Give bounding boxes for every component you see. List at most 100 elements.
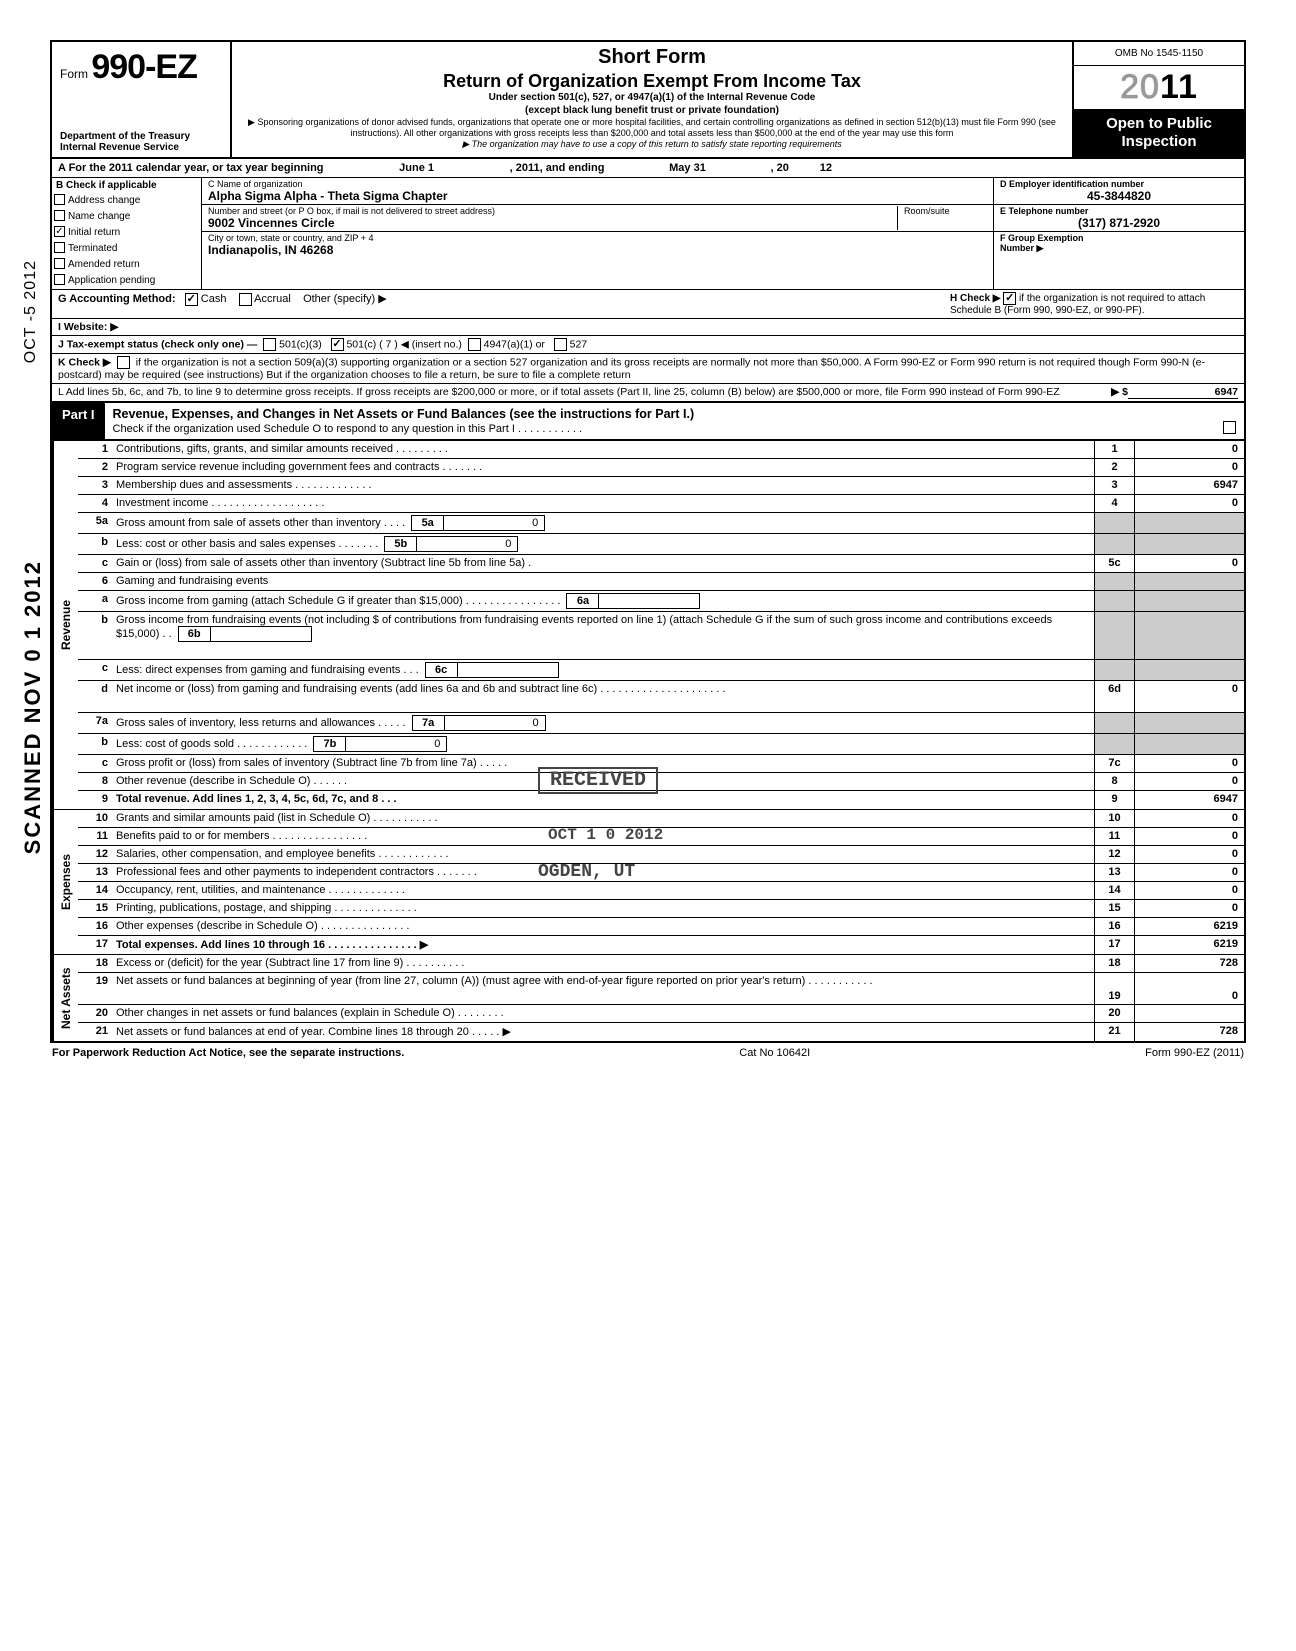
side-date-stamp: OCT -5 2012 <box>22 260 40 363</box>
col-b: B Check if applicable Address change Nam… <box>52 178 202 289</box>
expenses-section: Expenses 10Grants and similar amounts pa… <box>52 810 1244 955</box>
chk-terminated[interactable]: Terminated <box>52 241 201 257</box>
row-a-begin: June 1 <box>327 162 507 174</box>
block-bcdef: B Check if applicable Address change Nam… <box>50 178 1246 289</box>
year-prefix: 20 <box>1120 68 1160 106</box>
e-label: E Telephone number <box>1000 206 1238 216</box>
c-name-label: C Name of organization <box>208 179 987 189</box>
chk-initial-return[interactable]: ✓Initial return <box>52 225 201 241</box>
form-header-right: OMB No 1545-1150 2011 Open to Public Ins… <box>1074 42 1244 157</box>
chk-accrual[interactable] <box>239 293 252 306</box>
line-16: 16Other expenses (describe in Schedule O… <box>78 918 1244 936</box>
part1-label: Part I <box>52 403 105 439</box>
chk-h[interactable]: ✓ <box>1003 292 1016 305</box>
g-accrual: Accrual <box>254 293 291 305</box>
line-15: 15Printing, publications, postage, and s… <box>78 900 1244 918</box>
g-cash: Cash <box>201 293 227 305</box>
form-number: Form 990-EZ <box>60 48 222 87</box>
ogden-stamp: OGDEN, UT <box>538 862 635 882</box>
j-a: 4947(a)(1) or <box>484 338 545 350</box>
form-sponsor: ▶ Sponsoring organizations of donor advi… <box>240 117 1064 139</box>
part1-header: Part I Revenue, Expenses, and Changes in… <box>50 403 1246 441</box>
expenses-label: Expenses <box>52 810 78 954</box>
form-header-left: Form 990-EZ Department of the Treasury I… <box>52 42 232 157</box>
e-cell: E Telephone number (317) 871-2920 <box>994 205 1244 232</box>
row-a: A For the 2011 calendar year, or tax yea… <box>50 157 1246 178</box>
line-6d: dNet income or (loss) from gaming and fu… <box>78 681 1244 713</box>
row-l: L Add lines 5b, 6c, and 7b, to line 9 to… <box>50 384 1246 403</box>
j-label: J Tax-exempt status (check only one) — <box>58 338 257 350</box>
line-5b: bLess: cost or other basis and sales exp… <box>78 534 1244 555</box>
g-label: G Accounting Method: <box>58 293 176 305</box>
year-suffix: 11 <box>1160 68 1198 106</box>
checkbox-icon <box>54 194 65 205</box>
chk-527[interactable] <box>554 338 567 351</box>
l-text: L Add lines 5b, 6c, and 7b, to line 9 to… <box>58 386 1068 399</box>
checkbox-icon: ✓ <box>54 226 65 237</box>
line-8: 8Other revenue (describe in Schedule O) … <box>78 773 1244 791</box>
netassets-label: Net Assets <box>52 955 78 1041</box>
form-satisfy: ▶ The organization may have to use a cop… <box>240 139 1064 150</box>
row-a-end-month: May 31 <box>607 162 767 174</box>
line-20: 20Other changes in net assets or fund ba… <box>78 1005 1244 1023</box>
form-number-value: 990-EZ <box>91 48 197 86</box>
d-label: D Employer identification number <box>1000 179 1238 189</box>
row-g: G Accounting Method: ✓ Cash Accrual Othe… <box>52 290 944 318</box>
chk-name-change[interactable]: Name change <box>52 209 201 225</box>
line-21: 21Net assets or fund balances at end of … <box>78 1023 1244 1041</box>
c-addr-value: 9002 Vincennes Circle <box>208 216 897 230</box>
chk-4947[interactable] <box>468 338 481 351</box>
part1-check: Check if the organization used Schedule … <box>113 423 583 435</box>
col-c: C Name of organization Alpha Sigma Alpha… <box>202 178 994 289</box>
checkbox-icon <box>54 274 65 285</box>
line-6a: aGross income from gaming (attach Schedu… <box>78 591 1244 612</box>
footer-right: Form 990-EZ (2011) <box>1145 1047 1244 1059</box>
c-city-cell: City or town, state or country, and ZIP … <box>202 232 993 258</box>
line-7c: cGross profit or (loss) from sales of in… <box>78 755 1244 773</box>
line-18: 18Excess or (deficit) for the year (Subt… <box>78 955 1244 973</box>
line-2: 2Program service revenue including gover… <box>78 459 1244 477</box>
k-label: K Check ▶ <box>58 356 111 368</box>
line-7a: 7aGross sales of inventory, less returns… <box>78 713 1244 734</box>
c-addr-label: Number and street (or P O box, if mail i… <box>208 206 897 216</box>
chk-501c3[interactable] <box>263 338 276 351</box>
chk-amended[interactable]: Amended return <box>52 257 201 273</box>
expenses-rows: 10Grants and similar amounts paid (list … <box>78 810 1244 954</box>
chk-cash[interactable]: ✓ <box>185 293 198 306</box>
form-header: Form 990-EZ Department of the Treasury I… <box>50 40 1246 157</box>
line-14: 14Occupancy, rent, utilities, and mainte… <box>78 882 1244 900</box>
b-header: B Check if applicable <box>52 178 201 193</box>
c-addr-cell: Number and street (or P O box, if mail i… <box>202 205 993 232</box>
form-except: (except black lung benefit trust or priv… <box>240 105 1064 118</box>
row-h: H Check ▶ ✓ if the organization is not r… <box>944 290 1244 318</box>
i-label: I Website: ▶ <box>58 321 118 333</box>
form-title: Short Form <box>240 46 1064 69</box>
f-label: F Group Exemption <box>1000 233 1238 243</box>
checkbox-icon <box>54 210 65 221</box>
revenue-label: Revenue <box>52 441 78 809</box>
dept-irs: Internal Revenue Service <box>60 142 222 153</box>
line-6c: cLess: direct expenses from gaming and f… <box>78 660 1244 681</box>
open-to-public: Open to Public Inspection <box>1074 109 1244 157</box>
form-label: Form <box>60 67 88 81</box>
date-stamp: OCT 1 0 2012 <box>548 826 663 844</box>
page-footer: For Paperwork Reduction Act Notice, see … <box>50 1043 1246 1063</box>
line-5a: 5aGross amount from sale of assets other… <box>78 513 1244 534</box>
l-arrow: ▶ $ <box>1068 386 1128 399</box>
l-value: 6947 <box>1128 386 1238 399</box>
c-city-value: Indianapolis, IN 46268 <box>208 243 987 257</box>
chk-501c[interactable]: ✓ <box>331 338 344 351</box>
chk-part1-schedo[interactable] <box>1223 421 1236 434</box>
revenue-rows: 1Contributions, gifts, grants, and simil… <box>78 441 1244 809</box>
chk-k[interactable] <box>117 356 130 369</box>
line-19: 19Net assets or fund balances at beginni… <box>78 973 1244 1005</box>
netassets-rows: 18Excess or (deficit) for the year (Subt… <box>78 955 1244 1041</box>
f-cell: F Group Exemption Number ▶ <box>994 232 1244 255</box>
chk-address-change[interactable]: Address change <box>52 193 201 209</box>
c-room-label: Room/suite <box>904 206 987 216</box>
k-text: if the organization is not a section 509… <box>58 356 1205 381</box>
chk-app-pending[interactable]: Application pending <box>52 273 201 289</box>
omb-number: OMB No 1545-1150 <box>1074 42 1244 66</box>
line-9: 9Total revenue. Add lines 1, 2, 3, 4, 5c… <box>78 791 1244 809</box>
d-value: 45-3844820 <box>1000 189 1238 203</box>
